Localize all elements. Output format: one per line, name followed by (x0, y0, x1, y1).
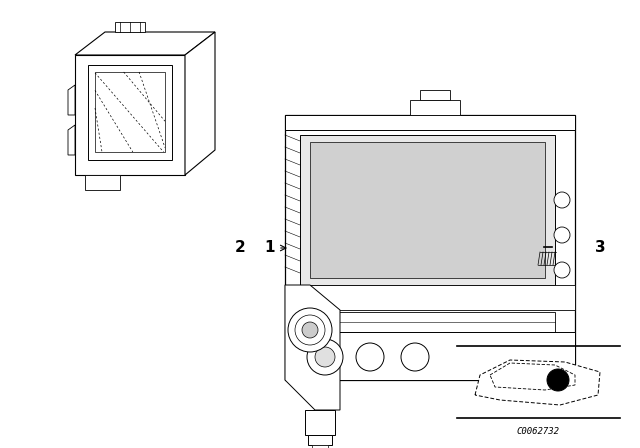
Circle shape (295, 315, 325, 345)
Polygon shape (75, 32, 215, 55)
Polygon shape (75, 55, 185, 175)
Circle shape (307, 339, 343, 375)
Polygon shape (95, 72, 165, 152)
Polygon shape (285, 332, 575, 380)
Polygon shape (285, 285, 575, 310)
Polygon shape (305, 410, 335, 435)
Circle shape (547, 369, 569, 391)
Polygon shape (312, 445, 328, 448)
Circle shape (315, 347, 335, 367)
Polygon shape (285, 115, 575, 380)
Text: 1: 1 (265, 241, 275, 255)
Text: 2: 2 (235, 241, 245, 255)
Polygon shape (85, 175, 120, 190)
Circle shape (356, 343, 384, 371)
Circle shape (554, 262, 570, 278)
Polygon shape (420, 90, 450, 100)
Polygon shape (536, 242, 560, 252)
Circle shape (302, 322, 318, 338)
Polygon shape (285, 115, 575, 130)
Polygon shape (410, 100, 460, 115)
Polygon shape (68, 85, 75, 115)
Polygon shape (185, 32, 215, 175)
Polygon shape (300, 312, 555, 332)
Text: 3: 3 (595, 241, 605, 255)
Text: C0062732: C0062732 (516, 427, 559, 436)
Polygon shape (308, 435, 332, 445)
Polygon shape (68, 125, 75, 155)
Circle shape (288, 308, 332, 352)
Polygon shape (300, 135, 555, 285)
Polygon shape (475, 360, 600, 405)
Circle shape (554, 192, 570, 208)
Circle shape (401, 343, 429, 371)
Polygon shape (310, 142, 545, 278)
Circle shape (554, 227, 570, 243)
Polygon shape (88, 65, 172, 160)
Polygon shape (490, 363, 575, 390)
Polygon shape (115, 22, 145, 32)
Polygon shape (285, 285, 340, 410)
